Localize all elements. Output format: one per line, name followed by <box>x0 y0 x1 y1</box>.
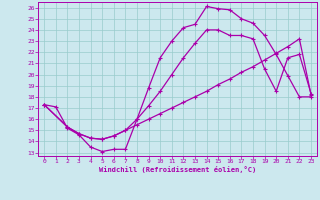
X-axis label: Windchill (Refroidissement éolien,°C): Windchill (Refroidissement éolien,°C) <box>99 166 256 173</box>
